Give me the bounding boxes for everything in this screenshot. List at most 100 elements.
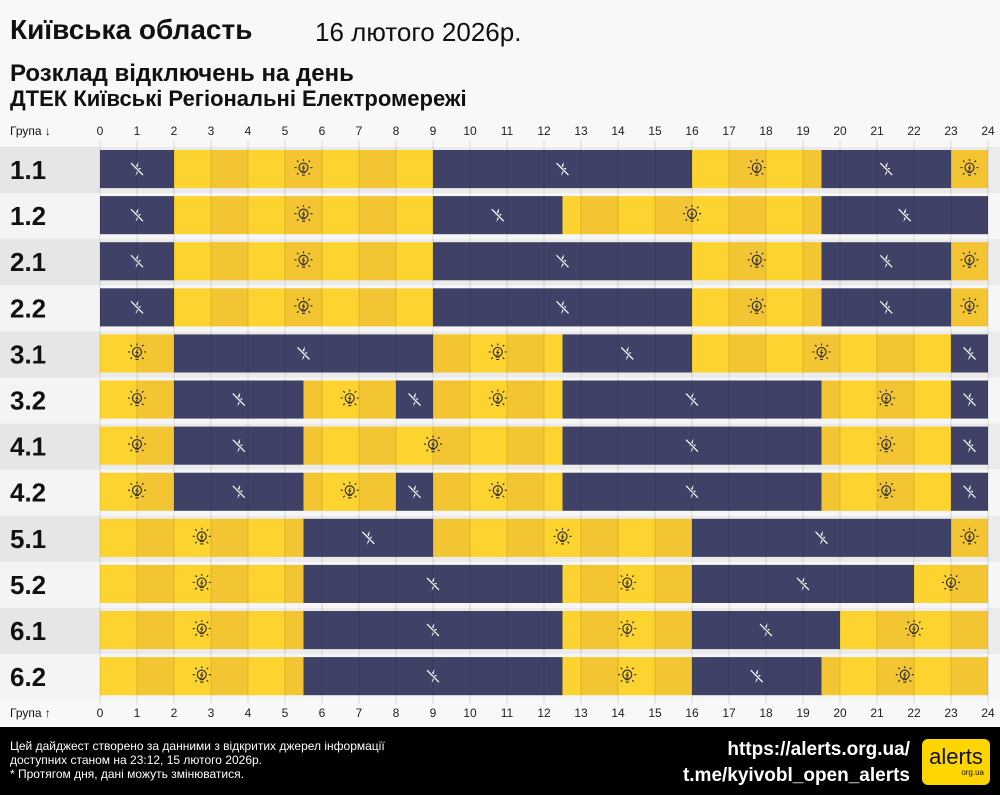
power-on-bar	[562, 196, 581, 235]
power-off-icon	[684, 392, 700, 407]
schedule-subtitle: Розклад відключень на день	[10, 60, 354, 87]
power-off-icon	[962, 484, 977, 499]
power-off-icon	[555, 254, 570, 269]
power-on-bar	[396, 242, 433, 281]
power-on-bar	[821, 426, 840, 465]
power-off-icon	[407, 392, 422, 407]
x-tick-label-top: 12	[537, 124, 551, 138]
power-on-bar	[211, 242, 248, 281]
power-on-bar	[359, 196, 396, 235]
power-on-bar	[507, 472, 544, 511]
x-tick-label-bottom: 20	[833, 706, 847, 720]
site-link[interactable]: https://alerts.org.ua/	[727, 739, 910, 760]
telegram-link[interactable]: t.me/kyivobl_open_alerts	[682, 765, 910, 786]
power-off-icon	[814, 530, 829, 545]
power-off-icon	[296, 346, 311, 361]
x-tick-label-bottom: 18	[759, 706, 773, 720]
power-off-icon	[425, 576, 441, 592]
lightbulb-icon	[294, 159, 313, 176]
footer-links: https://alerts.org.ua/ t.me/kyivobl_open…	[683, 737, 910, 789]
power-on-bar	[100, 334, 137, 373]
lightbulb-icon	[128, 435, 146, 453]
power-off-icon	[758, 622, 774, 638]
x-tick-label-bottom: 3	[208, 706, 215, 720]
power-on-bar	[248, 196, 285, 235]
power-on-bar	[507, 380, 544, 419]
lightbulb-icon	[960, 297, 979, 314]
region-title: Київська область	[10, 14, 253, 45]
group-label: 6.1	[10, 616, 46, 646]
lightbulb-icon	[488, 389, 507, 407]
power-on-bar	[821, 472, 840, 511]
lightbulb-icon	[747, 297, 766, 314]
power-off-icon	[425, 622, 441, 638]
power-on-bar	[359, 380, 396, 419]
row-label-background	[0, 654, 100, 701]
power-on-bar	[581, 611, 618, 650]
power-off-icon	[231, 438, 246, 453]
power-on-bar	[877, 472, 914, 511]
power-on-bar	[137, 472, 174, 511]
power-on-bar	[322, 196, 359, 235]
power-on-bar	[914, 657, 951, 696]
power-on-bar	[137, 518, 174, 557]
power-on-bar	[174, 657, 211, 696]
power-on-bar	[433, 426, 470, 465]
group-label: 2.1	[10, 247, 46, 277]
lightbulb-icon	[960, 251, 979, 268]
row-label-background	[0, 608, 100, 655]
power-on-bar	[470, 472, 507, 511]
note-line: доступних станом на 23:12, 15 лютого 202…	[10, 753, 262, 767]
power-on-bar	[100, 611, 137, 650]
power-on-bar	[248, 611, 285, 650]
x-tick-label-top: 24	[981, 124, 995, 138]
power-off-icon	[962, 392, 977, 407]
power-on-bar	[562, 564, 581, 603]
x-tick-label-top: 20	[833, 124, 847, 138]
row-label-background	[0, 515, 100, 562]
x-tick-label-top: 14	[611, 124, 625, 138]
x-tick-label-bottom: 19	[796, 706, 810, 720]
power-on-bar	[803, 242, 822, 281]
x-tick-label-top: 11	[501, 124, 514, 138]
x-tick-label-bottom: 13	[574, 706, 588, 720]
power-on-bar	[137, 334, 174, 373]
x-tick-label-bottom: 24	[981, 706, 995, 720]
power-on-bar	[433, 472, 470, 511]
lightbulb-icon	[942, 573, 960, 591]
power-on-bar	[692, 196, 729, 235]
x-tick-label-top: 15	[648, 124, 662, 138]
power-on-bar	[840, 334, 877, 373]
power-off-icon	[361, 530, 376, 545]
group-label: 1.2	[10, 201, 46, 231]
lightbulb-icon	[812, 343, 831, 361]
row-label-background	[0, 239, 100, 286]
power-on-bar	[914, 334, 951, 373]
company-name: ДТЕК Київські Регіональні Електромережі	[10, 86, 467, 111]
power-on-bar	[359, 426, 396, 465]
power-on-bar	[729, 242, 766, 281]
x-tick-label-top: 18	[759, 124, 773, 138]
x-tick-label-bottom: 6	[319, 706, 326, 720]
power-on-bar	[618, 196, 655, 235]
power-on-bar	[396, 288, 433, 327]
power-on-bar	[211, 150, 248, 189]
power-on-bar	[248, 288, 285, 327]
power-on-bar	[544, 334, 563, 373]
power-off-icon	[962, 346, 977, 361]
row-label-background	[0, 469, 100, 516]
power-on-bar	[100, 472, 137, 511]
power-on-bar	[840, 657, 877, 696]
group-label: 6.2	[10, 662, 46, 692]
lightbulb-icon	[192, 666, 211, 683]
lightbulb-icon	[192, 573, 211, 591]
x-tick-label-top: 0	[97, 124, 104, 138]
row-label-background	[0, 331, 100, 378]
power-on-bar	[248, 242, 285, 281]
power-on-bar	[100, 426, 137, 465]
x-tick-label-bottom: 5	[282, 706, 289, 720]
x-tick-label-top: 10	[463, 124, 477, 138]
power-on-bar	[303, 426, 322, 465]
power-on-bar	[877, 611, 914, 650]
power-on-bar	[914, 380, 951, 419]
